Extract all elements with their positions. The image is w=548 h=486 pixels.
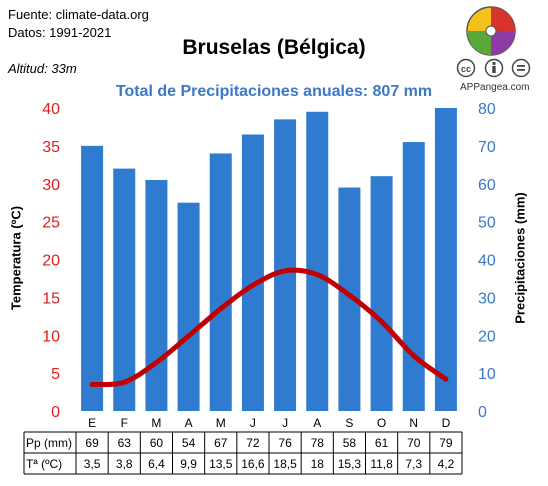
left-axis-tick: 5 (51, 366, 60, 383)
table-cell: 18,5 (273, 457, 297, 471)
month-label: E (88, 416, 96, 430)
chart-title: Bruselas (Bélgica) (182, 36, 366, 59)
left-axis-tick: 25 (42, 215, 60, 232)
table-cell: 6,4 (148, 457, 165, 471)
table-cell: 76 (278, 436, 292, 450)
left-axis-tick: 20 (42, 253, 60, 270)
table-cell: 9,9 (180, 457, 197, 471)
month-label: J (282, 416, 288, 430)
table-cell: 67 (214, 436, 228, 450)
month-label: N (409, 416, 418, 430)
table-cell: 61 (375, 436, 389, 450)
table-cell: 18 (311, 457, 325, 471)
month-label: A (185, 416, 193, 430)
chart-subtitle: Total de Precipitaciones anuales: 807 mm (115, 83, 433, 100)
table-cell: 58 (343, 436, 357, 450)
table-cell: 16,6 (241, 457, 265, 471)
table-cell: 60 (150, 436, 164, 450)
table-cell: 78 (311, 436, 325, 450)
precipitation-bar (434, 108, 457, 411)
no-derivatives-icon (511, 58, 531, 78)
table-cell: 69 (85, 436, 99, 450)
right-axis-tick: 40 (478, 253, 496, 270)
month-label: F (121, 416, 128, 430)
table-cell: 54 (182, 436, 196, 450)
month-label: A (313, 416, 321, 430)
month-label: M (151, 416, 161, 430)
month-label: M (216, 416, 226, 430)
left-axis-tick: 15 (42, 290, 60, 307)
month-label: S (345, 416, 353, 430)
appangea-logo-icon (466, 6, 516, 56)
table-cell: 13,5 (209, 457, 233, 471)
right-axis-tick: 30 (478, 290, 496, 307)
creative-commons-icon: cc (456, 58, 476, 78)
precipitation-bar (145, 179, 168, 411)
right-axis-tick: 50 (478, 215, 496, 232)
altitude-text: Altitud: 33m (8, 61, 77, 76)
right-axis-tick: 10 (478, 366, 496, 383)
right-axis-tick: 0 (478, 404, 487, 421)
precipitation-bars (81, 108, 457, 412)
precipitation-bar (274, 119, 297, 412)
temperature-line (89, 267, 449, 388)
left-axis-tick: 35 (42, 139, 60, 156)
table-cell: 63 (118, 436, 132, 450)
right-axis-tick: 80 (478, 101, 496, 118)
precipitation-bar (113, 168, 136, 411)
right-axis-tick: 70 (478, 139, 496, 156)
precipitation-bar (402, 142, 425, 411)
month-label: J (250, 416, 256, 430)
month-label: O (377, 416, 386, 430)
month-label: D (442, 416, 451, 430)
left-axis-tick: 0 (51, 404, 60, 421)
svg-text:cc: cc (461, 64, 471, 74)
right-axis-tick: 20 (478, 328, 496, 345)
table-cell: 70 (407, 436, 421, 450)
precipitation-bar (306, 111, 329, 411)
table-cell: 7,3 (405, 457, 422, 471)
table-cell: 11,8 (370, 457, 393, 471)
precipitation-bar (209, 153, 232, 411)
data-table: Pp (mm) 69 63 60 54 67 72 76 78 58 61 70 79 Tª (ºC) 3,… (23, 431, 463, 475)
precipitation-bar (370, 176, 393, 411)
right-axis-ticks: 0 10 20 30 40 50 60 70 80 (478, 101, 496, 421)
table-row-header: Tª (ºC) (26, 457, 62, 471)
table-cell: 3,5 (84, 457, 101, 471)
precipitation-bar (241, 134, 264, 411)
left-axis-tick: 10 (42, 328, 60, 345)
table-cell: 15,3 (338, 457, 362, 471)
left-axis-tick: 40 (42, 101, 60, 118)
table-row-header: Pp (mm) (26, 436, 72, 450)
data-period-text: Datos: 1991-2021 (8, 25, 112, 40)
right-axis-tick: 60 (478, 177, 496, 194)
left-axis-tick: 30 (42, 177, 60, 194)
source-text: Fuente: climate-data.org (8, 7, 149, 22)
table-cell: 4,2 (438, 457, 455, 471)
precipitation-bar (338, 187, 361, 411)
table-cell: 72 (246, 436, 260, 450)
precipitation-bar (81, 145, 104, 411)
table-cell: 3,8 (116, 457, 133, 471)
left-axis-ticks: 0 5 10 15 20 25 30 35 40 (42, 101, 60, 421)
table-cell: 79 (439, 436, 453, 450)
brand-link[interactable]: APPangea.com (460, 82, 530, 93)
attribution-icon (484, 58, 504, 78)
precipitation-bar (177, 202, 200, 411)
